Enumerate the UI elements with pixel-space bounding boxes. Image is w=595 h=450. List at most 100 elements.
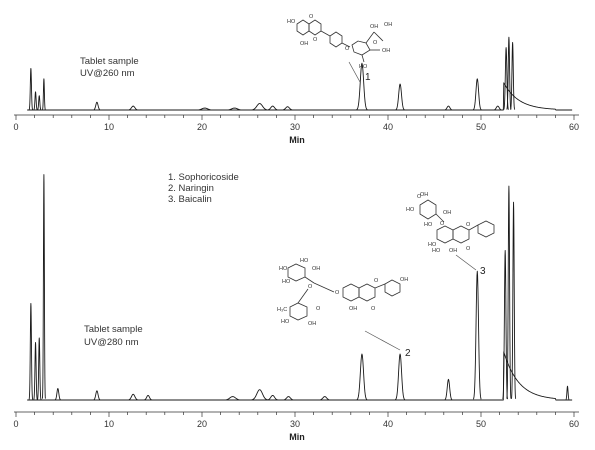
trace-peak-19	[510, 41, 516, 110]
x-axis-title: Min	[289, 432, 305, 442]
trace-peak-9	[223, 396, 242, 401]
peak-1-leader-line	[348, 61, 361, 83]
trace-peak-12	[282, 396, 295, 401]
trace-peak-20	[511, 201, 517, 399]
trace-peak-7	[127, 393, 139, 401]
svg-text:H₃C: H₃C	[277, 307, 287, 313]
trace-peak-4	[42, 78, 46, 111]
trace-peak-14	[443, 105, 453, 111]
svg-text:OH: OH	[370, 24, 378, 30]
svg-text:HO: HO	[432, 248, 441, 254]
svg-text:O: O	[440, 221, 445, 227]
trace-peak-8	[143, 394, 153, 401]
trace-peak-1	[28, 67, 34, 110]
trace-peak-13	[395, 83, 405, 111]
trace-peak-6	[127, 105, 139, 111]
trace-peak-19	[506, 185, 512, 399]
trace-peak-5	[93, 101, 101, 111]
svg-text:OH: OH	[420, 192, 428, 198]
trace-peak-8	[225, 107, 244, 111]
svg-text:HO: HO	[428, 242, 437, 248]
x-tick-label: 50	[476, 419, 486, 429]
svg-text:HO: HO	[287, 19, 296, 25]
x-tick-label: 30	[290, 419, 300, 429]
peak-3-label: 3	[480, 266, 486, 277]
svg-text:HO: HO	[282, 279, 291, 285]
peak-3-leader-line	[455, 254, 477, 271]
trace-peak-11	[266, 394, 279, 401]
trace-peak-13	[318, 396, 331, 401]
trace-peak-9	[250, 103, 269, 111]
naringin-structure-image: HO HO HO OH O O H₃C HO OH O OH O O OH	[277, 258, 408, 327]
x-tick-label: 10	[104, 419, 114, 429]
trace-peak-10	[266, 105, 279, 111]
svg-text:OH: OH	[308, 321, 316, 327]
trace-peak-4	[41, 174, 46, 399]
svg-text:O: O	[466, 222, 471, 228]
sample-label: Tablet sample	[84, 324, 143, 335]
svg-text:O: O	[345, 46, 350, 52]
sample-label: Tablet sample	[80, 56, 139, 67]
x-tick-label: 10	[104, 122, 114, 132]
svg-text:HO: HO	[300, 258, 309, 264]
legend-item-3: 3. Baicalin	[168, 194, 212, 205]
svg-text:O: O	[313, 37, 318, 43]
svg-text:HO: HO	[281, 319, 290, 325]
trace-peak-2	[33, 342, 38, 400]
svg-text:O: O	[335, 290, 340, 296]
legend-item-1: 1. Sophoricoside	[168, 172, 239, 183]
trace-peak-10	[250, 389, 269, 401]
x-tick-label: 40	[383, 419, 393, 429]
svg-text:OH: OH	[384, 22, 392, 28]
svg-text:HO: HO	[406, 207, 415, 213]
trace-baseline	[27, 351, 573, 401]
svg-text:O: O	[373, 40, 378, 46]
trace-peak-5	[54, 388, 62, 401]
x-tick-label: 30	[290, 122, 300, 132]
svg-text:OH: OH	[349, 306, 357, 312]
peak-2-label: 2	[405, 348, 411, 359]
svg-text:O: O	[316, 306, 321, 312]
legend-item-2: 2. Naringin	[168, 183, 214, 194]
trace-peak-16	[493, 105, 503, 111]
x-tick-label: 40	[383, 122, 393, 132]
trace-peak-14	[356, 353, 368, 401]
svg-text:O: O	[309, 14, 314, 20]
trace-peak-16	[444, 378, 453, 401]
svg-text:HO: HO	[279, 266, 288, 272]
x-tick-label: 0	[13, 122, 18, 132]
trace-peak-15	[395, 353, 406, 401]
trace-baseline	[27, 82, 573, 111]
x-tick-label: 50	[476, 122, 486, 132]
svg-text:OH: OH	[449, 248, 457, 254]
trace-peak-7	[195, 107, 214, 111]
x-tick-label: 20	[197, 419, 207, 429]
svg-text:OH: OH	[400, 277, 408, 283]
trace-peak-18	[502, 250, 509, 400]
chart-panel-uv260: 0 10 20 30 40 50 60 Min Tablet sample UV@260 n…	[13, 14, 579, 145]
detector-label: UV@280 nm	[84, 337, 139, 348]
svg-text:HO: HO	[424, 222, 433, 228]
peak-2-leader-line	[364, 330, 401, 351]
svg-text:OH: OH	[312, 266, 320, 272]
peak-1-label: 1	[365, 72, 371, 83]
trace-peak-3	[37, 95, 42, 111]
sophoricoside-structure-image: HO O O OH O OH OH O OH HO	[287, 14, 392, 70]
trace-peak-6	[93, 390, 101, 401]
detector-label: UV@260 nm	[80, 68, 135, 79]
svg-text:O: O	[417, 194, 422, 200]
x-tick-label: 60	[569, 122, 579, 132]
svg-text:OH: OH	[443, 210, 451, 216]
svg-text:HO: HO	[359, 64, 368, 70]
x-tick-label: 20	[197, 122, 207, 132]
svg-text:O: O	[466, 246, 471, 252]
chart-panel-uv280: 0 10 20 30 40 50 60 Min Tablet sample UV@280 n…	[13, 172, 579, 442]
svg-text:OH: OH	[382, 48, 390, 54]
baicalin-structure-image: HO O OH HO OH O HO HO OH O O	[406, 192, 495, 254]
trace-peak-3	[37, 337, 42, 400]
svg-text:O: O	[374, 278, 379, 284]
svg-text:O: O	[308, 284, 313, 290]
trace-peak-12	[356, 62, 368, 111]
trace-peak-11	[281, 106, 294, 111]
